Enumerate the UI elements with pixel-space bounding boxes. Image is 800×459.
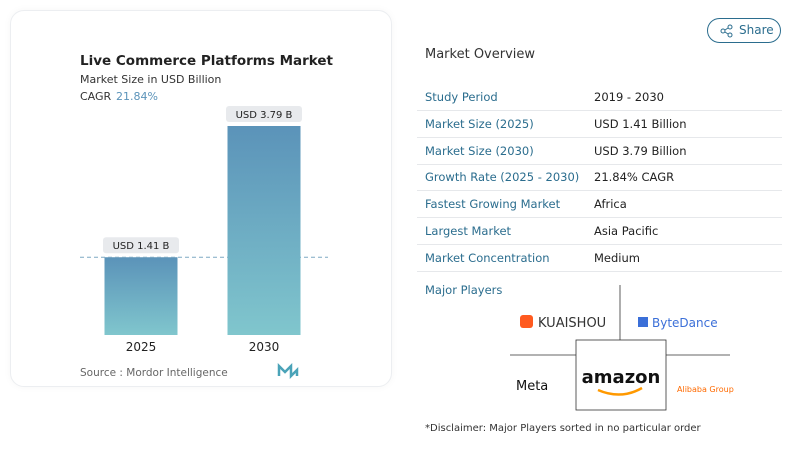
cagr-value: 21.84% — [116, 90, 158, 103]
player: Alibaba Group — [677, 385, 734, 394]
row-value: USD 1.41 Billion — [594, 116, 687, 131]
row-label: Largest Market — [425, 224, 512, 238]
row-label: Market Concentration — [425, 250, 550, 265]
overview-row: Fastest Growing Market Africa — [417, 191, 782, 219]
row-value: 2019 - 2030 — [594, 90, 664, 104]
row-label: Fastest Growing Market — [425, 197, 561, 212]
row-label: Growth Rate (2025 - 2030) — [425, 170, 580, 185]
row-value: USD 3.79 Billion — [594, 143, 687, 158]
overview-row: Market Size (2025) USD 1.41 Billion — [417, 111, 782, 138]
bar — [104, 257, 178, 335]
chart: Live Commerce Platforms Market Market Si… — [80, 53, 334, 380]
player: Meta — [516, 379, 548, 394]
cagr-label: CAGR — [80, 90, 112, 103]
overview-row: Market Concentration Medium — [417, 245, 782, 272]
overview-row: Study Period 2019 - 2030 — [417, 84, 782, 111]
disclaimer: *Disclaimer: Major Players sorted in no … — [425, 423, 701, 434]
chart-subtitle: Market Size in USD Billion — [80, 73, 221, 86]
row-value: 21.84% CAGR — [594, 170, 675, 185]
logo — [277, 362, 299, 380]
x-tick-label: 2025 — [126, 340, 157, 354]
row-label: Study Period — [425, 90, 498, 104]
share-icon — [720, 24, 733, 38]
value-label: USD 3.79 B — [236, 110, 293, 121]
bar — [227, 126, 301, 335]
source: Source : Mordor Intelligence — [80, 367, 228, 379]
overview-title: Market Overview — [425, 47, 536, 62]
row-value: Asia Pacific — [594, 224, 659, 238]
share-label: Share — [739, 23, 774, 37]
row-value: Medium — [594, 250, 640, 265]
chart-card — [10, 10, 392, 387]
row-value: Africa — [594, 197, 627, 212]
chart-title: Live Commerce Platforms Market — [80, 53, 334, 69]
row-label: Market Size (2030) — [425, 143, 534, 158]
player: ByteDance — [652, 316, 718, 330]
overview-row: Growth Rate (2025 - 2030) 21.84% CAGR — [417, 164, 782, 192]
player: amazon — [582, 367, 661, 388]
players-grid: KUAISHOU ByteDance Meta amazon Alibaba G… — [510, 285, 734, 411]
overview-row: Largest Market Asia Pacific — [417, 218, 782, 245]
row-label: Market Size (2025) — [425, 116, 534, 131]
x-tick-label: 2030 — [249, 340, 280, 354]
player: KUAISHOU — [538, 316, 606, 331]
value-label: USD 1.41 B — [113, 241, 170, 252]
share-button[interactable]: Share — [707, 18, 781, 43]
value-label-box — [103, 237, 179, 254]
players-title: Major Players — [425, 283, 503, 297]
overview-row: Market Size (2030) USD 3.79 Billion — [417, 138, 782, 165]
value-label-box — [226, 106, 302, 122]
